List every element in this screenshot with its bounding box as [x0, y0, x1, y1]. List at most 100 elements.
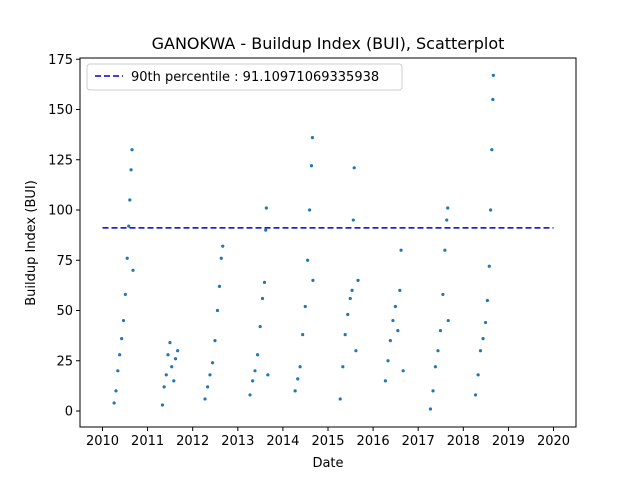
x-tick-label: 2018	[447, 434, 480, 449]
data-point	[391, 318, 395, 323]
y-tick-label: 125	[48, 153, 73, 168]
data-point	[396, 329, 400, 333]
data-point	[219, 256, 223, 260]
data-point	[296, 377, 300, 381]
data-point	[348, 296, 352, 301]
x-tick-label: 2011	[131, 434, 164, 449]
data-point	[338, 397, 342, 401]
data-point	[309, 164, 314, 168]
y-tick-label: 150	[48, 103, 73, 118]
data-point	[264, 228, 268, 232]
data-point	[160, 403, 165, 407]
data-point	[386, 359, 390, 363]
data-point	[489, 208, 493, 212]
data-point	[438, 329, 443, 333]
data-point	[260, 296, 265, 301]
data-point	[162, 385, 166, 389]
data-point	[264, 206, 268, 210]
data-point	[208, 373, 212, 377]
x-tick-label: 2020	[537, 434, 570, 449]
data-point	[446, 318, 450, 323]
data-point	[221, 244, 225, 248]
data-point	[215, 308, 220, 313]
data-point	[168, 341, 172, 345]
data-point	[388, 339, 392, 343]
legend-label: 90th percentile : 91.10971069335938	[131, 70, 379, 85]
data-points-layer	[112, 73, 495, 411]
data-point	[356, 278, 360, 282]
y-tick-label: 75	[56, 254, 73, 269]
x-tick-label: 2017	[402, 434, 435, 449]
data-point	[491, 97, 495, 102]
data-point	[483, 320, 488, 325]
data-point	[481, 337, 485, 341]
x-tick-label: 2010	[86, 434, 119, 449]
data-point	[172, 379, 176, 383]
data-point	[341, 365, 345, 369]
data-point	[130, 148, 134, 152]
data-point	[129, 168, 133, 172]
data-point	[114, 389, 118, 393]
data-point	[131, 268, 135, 272]
y-tick-label: 25	[56, 354, 73, 369]
data-point	[473, 393, 478, 397]
data-point	[354, 349, 358, 353]
data-point	[401, 369, 405, 373]
y-tick-label: 175	[48, 53, 73, 68]
data-point	[121, 318, 126, 323]
data-point	[170, 365, 174, 369]
data-point	[303, 304, 307, 309]
x-tick-label: 2014	[266, 434, 299, 449]
x-tick-label: 2015	[311, 434, 344, 449]
x-tick-label: 2013	[221, 434, 254, 449]
data-point	[173, 357, 178, 361]
data-point	[436, 349, 440, 353]
data-point	[127, 224, 131, 228]
data-point	[307, 208, 312, 212]
data-point	[446, 206, 450, 210]
data-point	[310, 136, 315, 140]
x-tick-label: 2012	[176, 434, 209, 449]
data-point	[123, 292, 127, 297]
data-point	[490, 148, 494, 152]
data-point	[128, 198, 132, 202]
legend-box	[86, 63, 403, 91]
x-axis-ticks: 2010 2011 2012 2013 2014 2015 2016 2017 2018 2019…	[86, 427, 570, 449]
data-point	[487, 264, 491, 268]
plot-area-frame	[79, 57, 577, 428]
data-point	[166, 353, 170, 357]
legend: 90th percentile : 91.10971069335938	[86, 63, 403, 91]
data-point	[478, 349, 483, 353]
data-point	[206, 385, 210, 389]
data-point	[398, 288, 402, 292]
data-point	[433, 365, 437, 369]
data-point	[118, 353, 122, 357]
data-point	[203, 397, 207, 401]
y-tick-label: 50	[56, 304, 73, 319]
data-point	[293, 389, 297, 393]
data-point	[255, 353, 260, 357]
y-axis-ticks: 0 25 50 75 100 125 150 175	[48, 53, 80, 420]
data-point	[253, 369, 257, 373]
data-point	[298, 365, 302, 369]
x-tick-label: 2016	[357, 434, 390, 449]
y-axis-label: Buildup Index (BUI)	[24, 180, 39, 306]
data-point	[311, 278, 315, 282]
data-point	[306, 258, 310, 262]
data-point	[248, 393, 252, 397]
data-point	[485, 298, 489, 303]
y-tick-label: 100	[48, 204, 73, 219]
data-point	[441, 292, 445, 297]
data-point	[346, 312, 350, 317]
x-tick-label: 2019	[492, 434, 525, 449]
chart-title: GANOKWA - Buildup Index (BUI), Scatterpl…	[152, 34, 505, 53]
data-point	[210, 361, 215, 365]
data-point	[262, 280, 267, 284]
data-point	[213, 339, 217, 343]
data-point	[112, 401, 116, 405]
data-point	[445, 218, 449, 222]
data-point	[351, 218, 355, 222]
data-point	[176, 349, 180, 353]
